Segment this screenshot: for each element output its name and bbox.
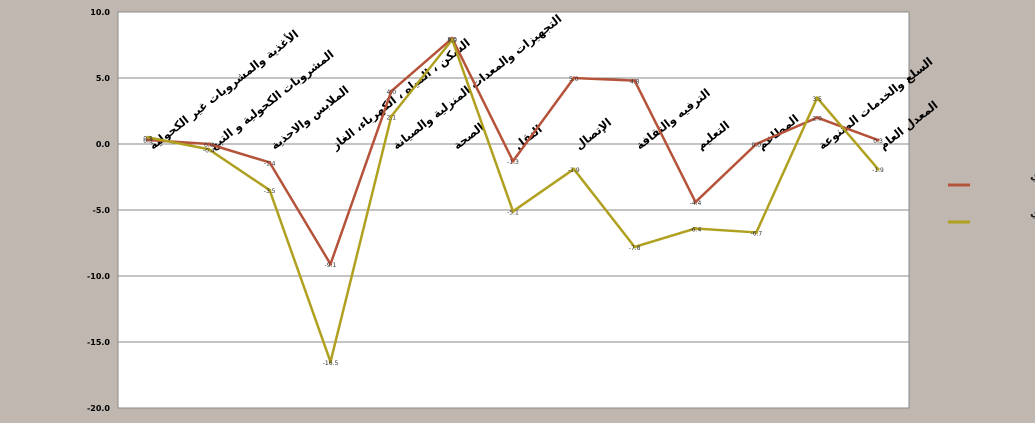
data-label: -5.1 bbox=[507, 209, 519, 216]
data-label: 0.0 bbox=[752, 142, 762, 149]
data-label: -0.4 bbox=[203, 147, 215, 154]
data-label: 0.3 bbox=[873, 138, 883, 145]
data-label: -1.9 bbox=[568, 167, 580, 174]
legend-entry: التضخم السنوي bbox=[1030, 206, 1035, 219]
data-label: 4.0 bbox=[387, 89, 397, 96]
y-tick-label: -5.0 bbox=[93, 206, 111, 215]
data-label: 0.0 bbox=[204, 142, 214, 149]
series-layer bbox=[146, 36, 880, 364]
data-point bbox=[693, 200, 698, 204]
data-point bbox=[754, 142, 758, 146]
data-label: -4.4 bbox=[690, 200, 702, 207]
data-point bbox=[693, 226, 698, 231]
data-point bbox=[876, 167, 880, 171]
y-tick-label: 0.0 bbox=[96, 140, 111, 149]
data-label: 8.0 bbox=[447, 36, 457, 43]
y-tick-label: 10.0 bbox=[90, 8, 110, 17]
data-label: 0.5 bbox=[143, 135, 153, 142]
data-label: 2.0 bbox=[812, 116, 822, 123]
data-label: -1.3 bbox=[507, 159, 519, 166]
legend-entry: التضخم الشهري bbox=[1030, 169, 1035, 182]
data-label: -1.9 bbox=[872, 167, 884, 174]
data-point bbox=[450, 38, 454, 42]
data-point bbox=[876, 138, 880, 142]
data-label: -7.8 bbox=[629, 245, 641, 252]
data-label: -16.5 bbox=[323, 360, 339, 367]
data-point bbox=[207, 142, 211, 146]
data-label: -3.5 bbox=[264, 188, 276, 195]
data-point bbox=[815, 96, 819, 100]
data-point bbox=[511, 159, 515, 163]
data-label: 3.5 bbox=[812, 96, 822, 103]
data-point bbox=[754, 230, 758, 235]
data-point bbox=[268, 160, 272, 165]
data-point bbox=[389, 89, 393, 93]
data-label: 0.3 bbox=[143, 138, 153, 145]
data-point bbox=[572, 167, 576, 171]
data-point bbox=[207, 147, 211, 151]
grid-layer bbox=[118, 11, 909, 409]
data-point bbox=[511, 209, 515, 213]
data-point bbox=[389, 114, 393, 118]
data-label: -6.4 bbox=[690, 226, 702, 233]
data-point bbox=[815, 116, 819, 120]
y-tick-label: 5.0 bbox=[96, 74, 111, 83]
y-tick-label: -10.0 bbox=[87, 272, 110, 281]
legend: التضخم الشهري التضخم السنوي bbox=[948, 169, 1035, 224]
data-label: -1.4 bbox=[264, 160, 276, 167]
data-point bbox=[572, 76, 576, 80]
data-point bbox=[146, 138, 150, 142]
data-labels: 0.3 0.0 -1.4 -9.1 4.0 8.0 -1.3 5.0 4.8 -4.4 0.0 2.0… bbox=[143, 36, 884, 366]
data-point bbox=[633, 245, 637, 249]
data-label: 7.9 bbox=[447, 38, 457, 45]
data-label: -6.7 bbox=[750, 230, 762, 237]
data-label: -9.1 bbox=[325, 262, 337, 269]
data-point bbox=[328, 262, 333, 266]
data-label: 5.0 bbox=[569, 76, 579, 83]
data-point bbox=[268, 188, 272, 192]
data-point bbox=[146, 135, 150, 139]
y-axis: 10.0 5.0 0.0 -5.0 -10.0 -15.0 -20.0 bbox=[87, 8, 110, 413]
data-point bbox=[633, 79, 637, 83]
y-tick-label: -20.0 bbox=[87, 404, 110, 413]
data-point bbox=[328, 360, 333, 364]
data-label: 2.1 bbox=[387, 114, 397, 121]
data-label: 4.8 bbox=[630, 79, 640, 86]
y-tick-label: -15.0 bbox=[87, 338, 110, 347]
